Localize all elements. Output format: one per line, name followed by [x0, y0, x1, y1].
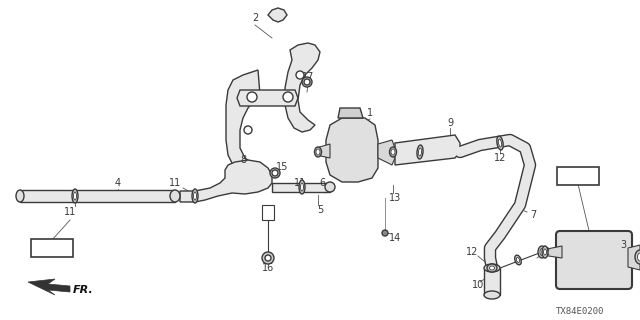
Text: 11: 11	[294, 178, 306, 188]
Ellipse shape	[516, 258, 520, 262]
Circle shape	[270, 168, 280, 178]
Circle shape	[262, 252, 274, 264]
Circle shape	[247, 92, 257, 102]
Polygon shape	[326, 118, 378, 182]
Polygon shape	[28, 279, 70, 295]
Circle shape	[244, 126, 252, 134]
Text: 8: 8	[240, 155, 246, 165]
Bar	[262, 205, 274, 220]
Polygon shape	[542, 246, 562, 258]
Polygon shape	[378, 140, 395, 165]
Polygon shape	[395, 135, 460, 165]
FancyBboxPatch shape	[556, 231, 632, 289]
Text: 12: 12	[539, 247, 551, 257]
FancyBboxPatch shape	[31, 239, 73, 257]
Ellipse shape	[417, 145, 423, 159]
Ellipse shape	[484, 291, 500, 299]
Ellipse shape	[390, 147, 397, 157]
Text: 12: 12	[466, 247, 478, 257]
Ellipse shape	[193, 192, 196, 200]
Ellipse shape	[497, 136, 503, 150]
Circle shape	[272, 170, 278, 176]
Circle shape	[382, 230, 388, 236]
Polygon shape	[272, 183, 330, 192]
Polygon shape	[628, 245, 640, 270]
Polygon shape	[338, 108, 363, 118]
Text: 2: 2	[252, 13, 258, 23]
Polygon shape	[226, 70, 260, 170]
Text: 12: 12	[494, 153, 506, 163]
Ellipse shape	[487, 264, 497, 272]
Polygon shape	[316, 144, 330, 158]
Text: 4: 4	[115, 178, 121, 188]
Text: 17: 17	[302, 72, 314, 82]
Text: 1: 1	[367, 108, 373, 118]
Text: TX84E0200: TX84E0200	[556, 308, 604, 316]
Ellipse shape	[490, 266, 495, 270]
Text: 10: 10	[472, 280, 484, 290]
Ellipse shape	[515, 255, 522, 265]
Circle shape	[296, 71, 304, 79]
Ellipse shape	[314, 147, 321, 157]
Ellipse shape	[637, 253, 640, 261]
Text: 16: 16	[262, 263, 274, 273]
Ellipse shape	[192, 189, 198, 203]
Text: 11: 11	[169, 178, 181, 188]
Text: 14: 14	[389, 233, 401, 243]
Ellipse shape	[543, 249, 547, 255]
Text: B-4: B-4	[568, 171, 588, 181]
Text: 3: 3	[620, 240, 626, 250]
Ellipse shape	[299, 180, 305, 194]
Polygon shape	[20, 190, 175, 202]
Circle shape	[283, 92, 293, 102]
Polygon shape	[285, 43, 320, 132]
Text: 9: 9	[447, 118, 453, 128]
Ellipse shape	[635, 250, 640, 264]
Ellipse shape	[74, 192, 77, 200]
Polygon shape	[237, 90, 298, 106]
Ellipse shape	[301, 183, 303, 191]
Ellipse shape	[72, 189, 78, 203]
Ellipse shape	[540, 249, 544, 255]
Polygon shape	[484, 268, 500, 295]
Text: E-1: E-1	[43, 243, 61, 253]
Text: 13: 13	[389, 193, 401, 203]
Text: 7: 7	[530, 210, 536, 220]
Ellipse shape	[325, 182, 335, 192]
Text: 15: 15	[276, 162, 288, 172]
Circle shape	[304, 79, 310, 85]
Ellipse shape	[538, 246, 546, 258]
Ellipse shape	[542, 246, 548, 258]
Polygon shape	[180, 160, 272, 202]
Ellipse shape	[499, 139, 502, 147]
Circle shape	[265, 255, 271, 261]
Ellipse shape	[391, 149, 395, 155]
Polygon shape	[268, 8, 287, 22]
Text: 11: 11	[64, 207, 76, 217]
Ellipse shape	[316, 149, 320, 155]
Ellipse shape	[170, 190, 180, 202]
Ellipse shape	[419, 148, 422, 156]
Text: FR.: FR.	[73, 285, 93, 295]
Ellipse shape	[16, 190, 24, 202]
Circle shape	[302, 77, 312, 87]
Text: 6: 6	[319, 178, 325, 188]
Text: 5: 5	[317, 205, 323, 215]
Ellipse shape	[484, 264, 500, 272]
FancyBboxPatch shape	[557, 167, 599, 185]
